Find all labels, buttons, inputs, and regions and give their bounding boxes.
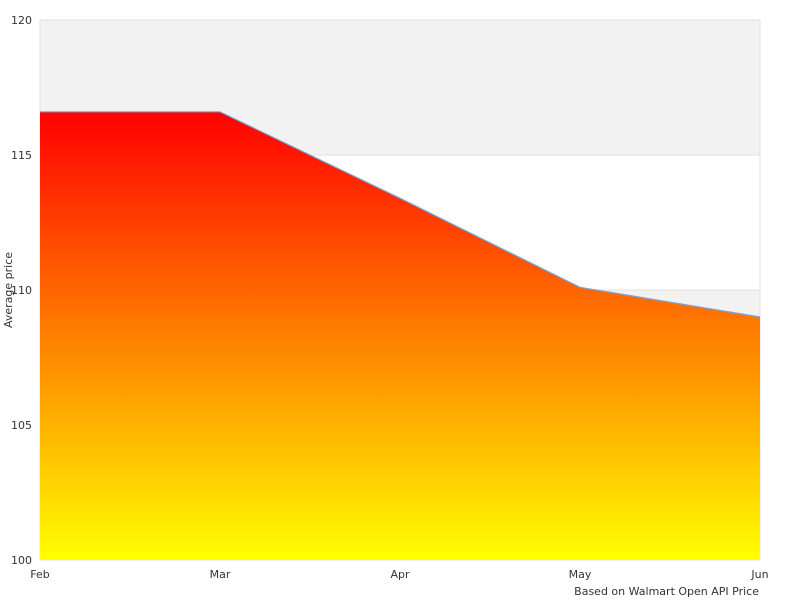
x-tick-label: Mar: [210, 568, 231, 581]
y-tick-label: 100: [11, 554, 32, 567]
x-tick-label: Feb: [30, 568, 49, 581]
x-tick-label: Jun: [750, 568, 768, 581]
x-axis-tick-labels: Feb Mar Apr May Jun: [30, 568, 768, 581]
chart-credit: Based on Walmart Open API Price: [574, 585, 759, 598]
area-fill: [40, 111, 760, 561]
series-line: [40, 111, 761, 318]
y-tick-label: 120: [11, 14, 32, 27]
y-tick-label: 110: [11, 284, 32, 297]
y-tick-label: 105: [11, 419, 32, 432]
x-tick-label: Apr: [390, 568, 410, 581]
x-tick-label: May: [569, 568, 592, 581]
y-tick-label: 115: [11, 149, 32, 162]
y-axis-tick-labels: 100 105 110 115 120: [11, 14, 32, 567]
y-axis-title: Average price: [2, 252, 15, 328]
